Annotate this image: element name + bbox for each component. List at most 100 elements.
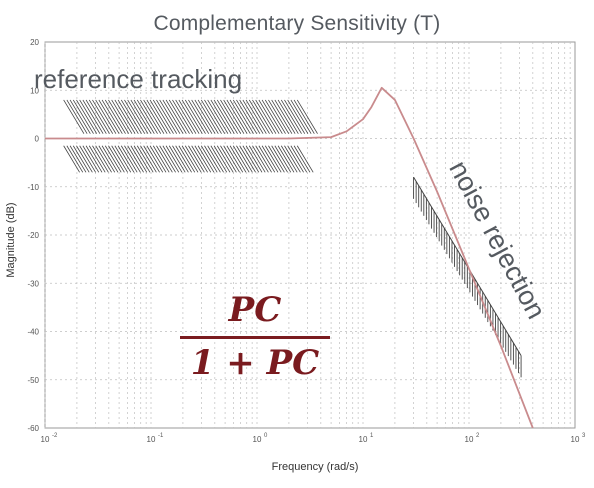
- hatch-stroke: [133, 99, 155, 134]
- hatch-stroke: [242, 145, 260, 173]
- hatch-stroke: [210, 145, 228, 173]
- hatch-stroke: [82, 99, 104, 134]
- y-tick-label: -20: [27, 231, 39, 240]
- reference-tracking-hatch: [63, 99, 318, 173]
- x-tick-exponent: 3: [582, 433, 586, 439]
- hatch-stroke: [95, 145, 112, 173]
- formula-numerator: PC: [228, 290, 282, 330]
- y-tick-label: -50: [27, 376, 39, 385]
- hatch-stroke: [82, 145, 100, 173]
- hatch-stroke: [63, 99, 85, 134]
- hatch-stroke: [293, 145, 311, 173]
- x-tick-exponent: 1: [370, 433, 374, 439]
- x-tick-label: 10: [41, 435, 50, 444]
- hatch-stroke: [261, 99, 283, 134]
- hatch-stroke: [104, 145, 122, 173]
- hatch-stroke: [130, 99, 152, 134]
- hatch-stroke: [79, 145, 96, 173]
- hatch-stroke: [220, 145, 237, 173]
- hatch-stroke: [200, 99, 222, 134]
- hatch-stroke: [290, 99, 312, 134]
- hatch-stroke: [66, 99, 88, 134]
- hatch-stroke: [114, 145, 132, 173]
- hatch-stroke: [232, 99, 254, 134]
- hatch-stroke: [165, 99, 187, 134]
- hatch-stroke: [197, 145, 215, 173]
- hatch-stroke: [136, 99, 158, 134]
- hatch-stroke: [69, 99, 91, 134]
- hatch-stroke: [216, 145, 234, 173]
- hatch-stroke: [229, 99, 251, 134]
- hatch-stroke: [296, 99, 318, 134]
- y-axis-label: Magnitude (dB): [5, 202, 17, 278]
- hatch-stroke: [104, 99, 126, 134]
- hatch-stroke: [146, 99, 168, 134]
- series-line: [45, 86, 534, 428]
- y-tick-label: 0: [35, 135, 40, 144]
- hatch-stroke: [197, 99, 219, 134]
- hatch-stroke: [242, 99, 264, 134]
- hatch-stroke: [284, 99, 306, 134]
- hatch-stroke: [159, 99, 181, 134]
- hatch-stroke: [274, 99, 296, 134]
- y-tick-label: -60: [27, 424, 39, 433]
- x-tick-exponent: -2: [52, 433, 58, 439]
- hatch-stroke: [181, 99, 203, 134]
- hatch-stroke: [178, 99, 200, 134]
- hatch-stroke: [72, 145, 90, 173]
- hatch-stroke: [245, 99, 267, 134]
- x-tick-label: 10: [253, 435, 262, 444]
- hatch-stroke: [175, 145, 192, 173]
- hatch-stroke: [200, 145, 218, 173]
- hatch-stroke: [255, 145, 272, 173]
- hatch-stroke: [239, 99, 261, 134]
- hatch-stroke: [114, 99, 136, 134]
- hatch-stroke: [120, 145, 138, 173]
- hatch-stroke: [111, 145, 128, 173]
- y-tick-labels: 20 10 0 -10 -20 -30 -40 -50 -60: [27, 38, 39, 433]
- hatch-stroke: [191, 99, 213, 134]
- hatch-stroke: [284, 145, 301, 173]
- hatch-stroke: [293, 99, 315, 134]
- y-tick-label: -30: [27, 279, 39, 288]
- hatch-stroke: [258, 99, 280, 134]
- hatch-stroke: [165, 145, 183, 173]
- hatch-stroke: [213, 145, 231, 173]
- hatch-stroke: [85, 99, 107, 134]
- hatch-stroke: [226, 99, 248, 134]
- hatch-stroke: [290, 145, 308, 173]
- x-tick-exponent: 0: [264, 433, 268, 439]
- y-tick-label: -40: [27, 328, 39, 337]
- hatch-stroke: [92, 145, 109, 173]
- hatch-stroke: [168, 99, 190, 134]
- hatch-stroke: [194, 99, 216, 134]
- hatch-stroke: [280, 99, 302, 134]
- hatch-stroke: [207, 145, 224, 173]
- hatch-stroke: [120, 99, 142, 134]
- hatch-stroke: [66, 145, 84, 173]
- hatch-stroke: [127, 99, 149, 134]
- hatch-stroke: [236, 145, 253, 173]
- hatch-stroke: [204, 99, 226, 134]
- x-tick-label: 10: [571, 435, 580, 444]
- hatch-stroke: [296, 145, 314, 173]
- hatch-stroke: [159, 145, 176, 173]
- hatch-stroke: [232, 145, 250, 173]
- hatch-stroke: [255, 99, 277, 134]
- hatch-stroke: [194, 145, 212, 173]
- hatch-stroke: [184, 145, 202, 173]
- hatch-stroke: [162, 99, 184, 134]
- fraction-bar: [180, 336, 330, 339]
- hatch-stroke: [146, 145, 164, 173]
- hatch-stroke: [136, 145, 154, 173]
- hatch-stroke: [108, 99, 130, 134]
- hatch-stroke: [188, 145, 205, 173]
- hatch-stroke: [264, 145, 282, 173]
- hatch-stroke: [162, 145, 180, 173]
- hatch-stroke: [220, 99, 242, 134]
- hatch-stroke: [79, 99, 101, 134]
- x-tick-label: 10: [465, 435, 474, 444]
- hatch-stroke: [264, 99, 286, 134]
- hatch-stroke: [143, 145, 160, 173]
- hatch-stroke: [117, 145, 135, 173]
